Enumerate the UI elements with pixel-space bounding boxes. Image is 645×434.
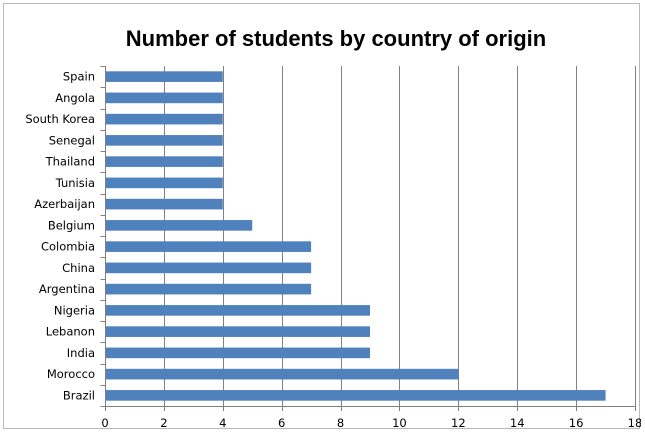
y-tick-label: Nigeria [54,303,95,317]
x-tick-label: 8 [337,416,344,430]
x-tick-label: 0 [101,416,108,430]
y-tick-label: Spain [63,70,95,84]
y-tick-label: Thailand [45,155,95,169]
bar-morocco [105,368,459,380]
chart-title: Number of students by country of origin [126,26,546,51]
chart-svg: Number of students by country of origin … [25,26,641,430]
bar-nigeria [105,305,370,316]
bar-brazil [105,390,606,401]
bar-angola [105,92,223,104]
bar-azerbaijan [105,198,223,210]
x-tick-label: 4 [219,416,226,430]
bar-argentina [105,283,312,295]
y-tick-label: Belgium [48,218,95,232]
bar-belgium [105,220,253,231]
bar-south-korea [105,113,223,125]
x-tick-label: 12 [451,416,466,430]
y-tick-label: Azerbaijan [34,197,95,211]
bar-tunisia [105,177,223,189]
x-tick-label: 2 [160,416,167,430]
y-tick-label: Brazil [63,388,95,402]
y-tick-label: Angola [55,91,95,105]
y-tick-label: Tunisia [55,176,95,190]
bar-india [105,347,370,359]
bars-layer [105,71,606,401]
y-tick-label: Senegal [49,133,95,147]
y-tick-label: South Korea [25,112,95,126]
bar-spain [105,71,223,82]
bar-thailand [105,156,223,167]
bar-lebanon [105,326,370,337]
x-axis-labels: 0 2 4 6 8 10 12 14 16 18 [101,416,641,430]
y-tick-label: Colombia [41,240,95,254]
y-tick-label: China [62,261,95,275]
x-tick-label: 10 [392,416,407,430]
x-tick-label: 18 [628,416,641,430]
y-axis-labels: Spain Angola South Korea Senegal Thailand Tun… [25,70,95,403]
x-tick-label: 14 [510,416,525,430]
x-tick-label: 16 [569,416,584,430]
y-tick-label: India [67,346,95,360]
bar-colombia [105,241,312,252]
chart-frame: Number of students by country of origin … [3,3,641,430]
grid-layer [164,66,636,406]
y-tick-label: Argentina [39,282,95,296]
bar-senegal [105,135,223,146]
bar-china [105,262,312,274]
y-tick-label: Lebanon [46,325,95,339]
x-tick-label: 6 [278,416,285,430]
axes-layer [100,66,636,411]
y-tick-label: Morocco [47,367,95,381]
